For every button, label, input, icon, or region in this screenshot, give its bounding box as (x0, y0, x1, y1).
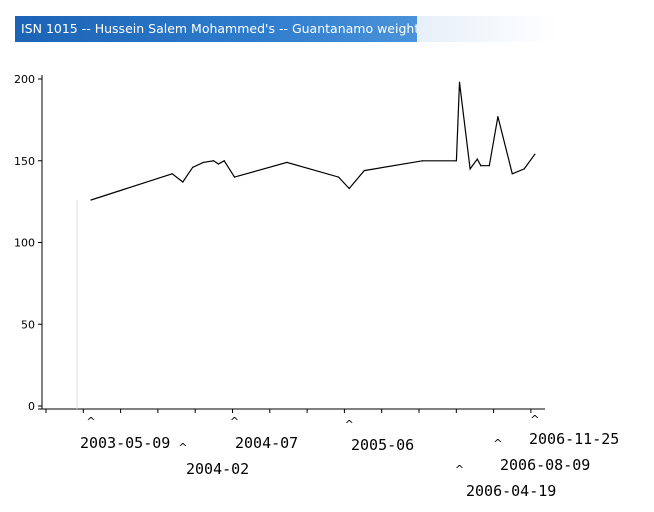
data-point (480, 165, 482, 167)
data-point (182, 181, 184, 183)
y-tick-label: 100 (14, 237, 35, 250)
data-point (233, 176, 236, 178)
data-point (338, 176, 340, 178)
date-marker-caret: ^ (455, 463, 464, 476)
chart-title: ISN 1015 -- Hussein Salem Mohammed's -- … (15, 16, 417, 42)
date-marker-caret: ^ (230, 415, 239, 428)
data-point (213, 160, 215, 162)
data-point (348, 187, 350, 190)
date-marker-caret: ^ (86, 415, 95, 428)
title-bar-fade (417, 16, 557, 42)
y-tick-label: 0 (28, 400, 35, 413)
date-marker-label: 2006-08-09 (500, 456, 590, 474)
data-point (223, 160, 225, 162)
date-markers: ^2003-05-09 ^2004-02^2004-07^2005-06^2006… (80, 413, 619, 500)
data-point (534, 153, 536, 155)
data-point (488, 165, 490, 167)
date-marker-label: 2005-06 (351, 436, 414, 454)
date-marker-caret: ^ (530, 413, 539, 426)
y-tick-label: 200 (14, 73, 35, 86)
date-marker-caret: ^ (178, 441, 187, 454)
date-marker-label: 2006-04-19 (466, 482, 556, 500)
y-tick-label: 150 (14, 155, 35, 168)
data-point (469, 168, 471, 170)
y-axis-ticks: 0 50 100 150 200 (14, 73, 42, 413)
weight-series-line (90, 82, 536, 201)
date-marker-label: 2004-02 (186, 460, 249, 478)
data-point (421, 160, 424, 162)
data-point (511, 173, 513, 175)
data-point (171, 173, 173, 175)
date-marker-caret: ^ (345, 418, 354, 431)
x-axis-ticks (45, 409, 532, 413)
data-point (90, 199, 92, 201)
date-marker-label: 2004-07 (235, 434, 298, 452)
data-point (497, 116, 499, 118)
data-point (476, 158, 478, 160)
date-marker-label: 2006-11-25 (529, 430, 619, 448)
data-point (458, 81, 461, 83)
data-point (286, 161, 288, 163)
data-point (523, 168, 525, 170)
data-point (202, 161, 204, 163)
date-marker-label: 2003-05-09 (80, 434, 170, 452)
data-point (217, 163, 220, 165)
date-marker-caret: ^ (493, 437, 502, 450)
data-point (363, 169, 365, 172)
series-layer (90, 81, 536, 201)
data-point (455, 160, 458, 162)
data-point (192, 166, 194, 168)
axes (38, 75, 545, 410)
y-tick-label: 50 (21, 318, 35, 331)
